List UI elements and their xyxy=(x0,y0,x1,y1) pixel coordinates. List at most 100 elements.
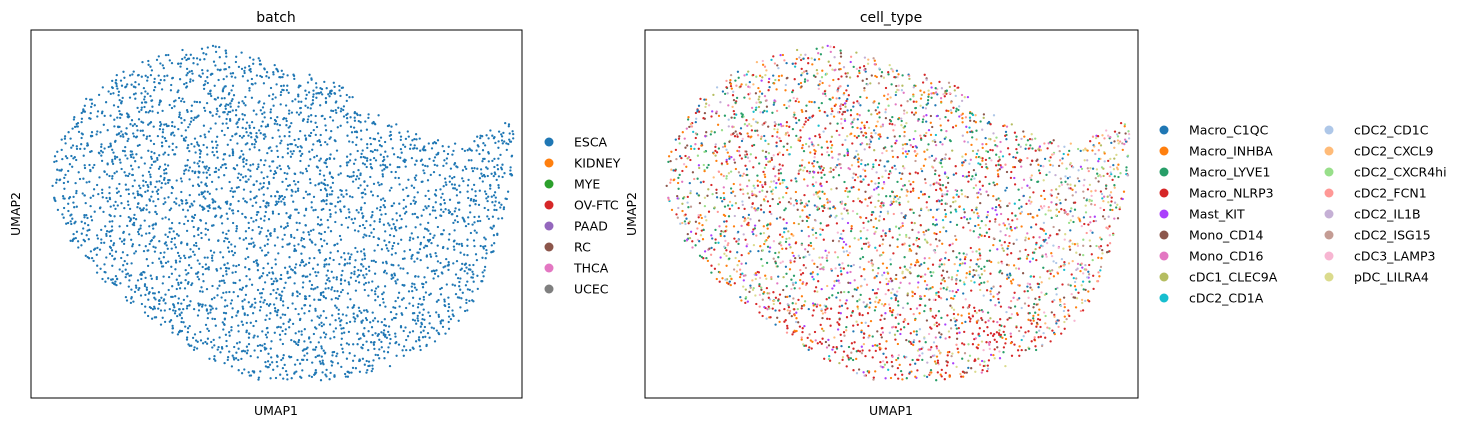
cell-type-point xyxy=(1057,145,1060,148)
batch-point xyxy=(96,264,99,267)
batch-point xyxy=(142,184,145,187)
cell-type-point xyxy=(900,188,903,191)
batch-point xyxy=(253,349,256,352)
batch-point xyxy=(134,97,137,100)
batch-point xyxy=(155,212,158,216)
cell-type-point xyxy=(825,346,829,349)
batch-point xyxy=(432,236,435,239)
batch-point xyxy=(147,170,151,174)
batch-point xyxy=(373,272,377,275)
batch-point xyxy=(220,296,223,299)
batch-point xyxy=(446,247,449,250)
cell-type-point xyxy=(686,118,690,121)
batch-point xyxy=(424,164,427,168)
batch-point xyxy=(149,175,152,179)
batch-point xyxy=(183,222,186,226)
batch-point xyxy=(363,252,366,255)
cell-type-point xyxy=(704,98,708,101)
cell-type-point xyxy=(983,234,986,238)
batch-point xyxy=(200,286,203,289)
batch-point xyxy=(381,297,385,301)
cell-type-point xyxy=(1002,346,1006,349)
cell-type-point xyxy=(947,258,950,262)
batch-point xyxy=(213,154,216,157)
cell-type-point xyxy=(731,94,735,97)
cell-type-point xyxy=(728,155,731,158)
cell-type-point xyxy=(843,180,846,184)
batch-point xyxy=(308,273,312,276)
batch-point xyxy=(482,157,485,161)
cell-type-point xyxy=(935,324,939,328)
cell-type-point xyxy=(1082,272,1085,275)
cell-type-point xyxy=(865,120,869,124)
batch-point xyxy=(297,113,301,116)
batch-point xyxy=(112,242,116,245)
cell-type-point xyxy=(868,297,871,301)
cell-type-point xyxy=(719,256,722,259)
cell-type-point xyxy=(856,100,859,103)
batch-point xyxy=(487,152,490,155)
batch-point xyxy=(317,249,320,252)
cell-type-point xyxy=(858,69,861,73)
batch-point xyxy=(463,165,467,168)
batch-point xyxy=(478,152,481,156)
cell-type-point xyxy=(1074,191,1078,194)
batch-point xyxy=(453,210,456,213)
batch-point xyxy=(383,318,386,321)
batch-point xyxy=(115,84,118,88)
batch-point xyxy=(392,276,395,279)
batch-point xyxy=(58,169,61,172)
batch-point xyxy=(250,143,254,146)
batch-point xyxy=(430,270,434,273)
cell-type-point xyxy=(728,280,731,283)
cell-type-point xyxy=(855,357,858,361)
batch-point xyxy=(378,183,381,187)
batch-point xyxy=(227,110,230,114)
batch-point xyxy=(387,222,390,225)
batch-point xyxy=(119,282,122,285)
batch-point xyxy=(303,214,306,217)
cell-type-point xyxy=(1127,137,1131,140)
batch-point xyxy=(367,294,370,297)
cell-type-point xyxy=(689,191,692,195)
batch-point xyxy=(221,321,224,324)
cell-type-point xyxy=(1061,157,1064,160)
batch-point xyxy=(223,318,226,321)
batch-point xyxy=(131,223,134,226)
batch-point xyxy=(273,331,276,334)
batch-point xyxy=(208,166,211,170)
batch-point xyxy=(148,122,151,125)
batch-point xyxy=(360,206,363,209)
batch-point xyxy=(72,118,76,121)
cell-type-point xyxy=(785,124,788,128)
batch-point xyxy=(197,226,200,230)
batch-point xyxy=(250,283,254,286)
batch-point xyxy=(424,281,428,284)
batch-point xyxy=(383,285,387,288)
batch-point xyxy=(266,124,270,128)
batch-point xyxy=(489,184,492,187)
batch-point xyxy=(461,147,464,151)
batch-point xyxy=(80,143,83,146)
cell-type-point xyxy=(878,281,882,284)
cell-type-point xyxy=(696,227,699,230)
cell-type-point xyxy=(955,107,958,110)
batch-point xyxy=(317,341,320,344)
batch-point xyxy=(367,113,370,116)
batch-point xyxy=(267,304,271,307)
batch-point xyxy=(96,130,99,133)
batch-point xyxy=(447,145,450,148)
batch-point xyxy=(282,227,286,230)
batch-point xyxy=(184,136,188,139)
batch-point xyxy=(252,370,256,373)
batch-point xyxy=(127,137,130,141)
batch-point xyxy=(288,184,291,187)
batch-point xyxy=(324,97,328,100)
batch-point xyxy=(366,146,369,150)
batch-point xyxy=(284,332,287,336)
batch-point xyxy=(328,280,331,283)
batch-point xyxy=(269,116,273,120)
batch-point xyxy=(88,117,91,120)
batch-point xyxy=(414,275,417,278)
cell-type-point xyxy=(897,377,900,380)
